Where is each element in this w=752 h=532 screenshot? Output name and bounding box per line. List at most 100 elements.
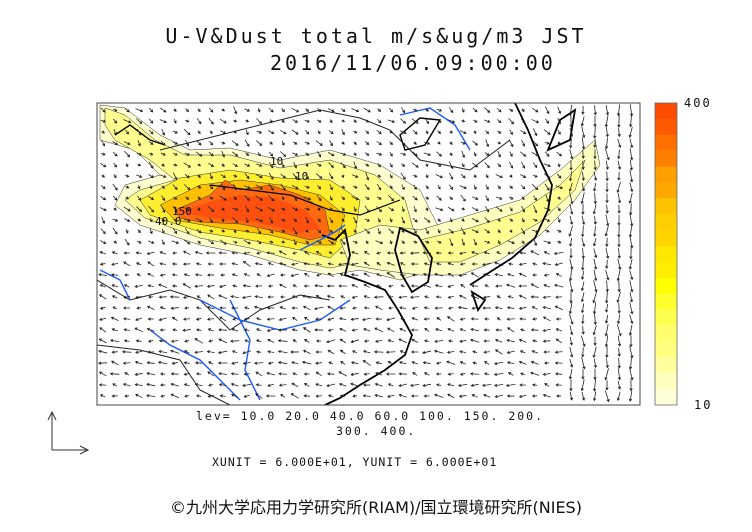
wind-arrow bbox=[374, 393, 383, 398]
wind-arrow bbox=[411, 361, 418, 365]
wind-arrow bbox=[449, 238, 454, 247]
wind-arrow bbox=[389, 151, 393, 157]
wind-arrow bbox=[219, 394, 226, 398]
wind-arrow bbox=[617, 193, 622, 204]
wind-arrow bbox=[327, 317, 335, 321]
wind-arrow bbox=[422, 361, 431, 365]
wind-arrow bbox=[593, 171, 598, 181]
wind-arrow bbox=[244, 173, 250, 180]
wind-arrow bbox=[147, 317, 154, 321]
wind-arrow bbox=[506, 338, 515, 343]
wind-arrow bbox=[447, 273, 454, 277]
wind-arrow bbox=[147, 339, 154, 343]
wind-arrow bbox=[521, 205, 526, 213]
wind-arrow bbox=[292, 227, 298, 236]
wind-arrow bbox=[592, 346, 597, 359]
wind-arrow bbox=[399, 273, 406, 277]
wind-arrow bbox=[340, 108, 346, 112]
wind-arrow bbox=[555, 328, 562, 332]
wind-arrow bbox=[303, 383, 310, 387]
wind-arrow bbox=[158, 339, 167, 343]
wind-arrow bbox=[532, 218, 538, 222]
wind-arrow bbox=[569, 237, 573, 247]
wind-arrow bbox=[509, 229, 513, 233]
wind-arrow bbox=[329, 140, 333, 147]
wind-arrow bbox=[434, 306, 443, 310]
wind-arrow bbox=[508, 196, 514, 200]
wind-arrow bbox=[629, 346, 634, 359]
wind-arrow bbox=[543, 163, 551, 168]
wind-arrow bbox=[232, 240, 238, 244]
colorbar-min-label: 10 bbox=[694, 398, 713, 412]
wind-arrow bbox=[279, 129, 287, 135]
wind-arrow bbox=[136, 262, 142, 266]
wind-arrow bbox=[205, 251, 216, 255]
wind-arrow bbox=[471, 251, 479, 255]
wind-arrow bbox=[316, 229, 322, 234]
wind-arrow bbox=[231, 140, 239, 146]
wind-arrow bbox=[195, 262, 202, 266]
wind-arrow bbox=[494, 338, 503, 343]
wind-arrow bbox=[401, 206, 405, 213]
wind-arrow bbox=[137, 229, 141, 234]
wind-arrow bbox=[580, 281, 585, 292]
wind-arrow bbox=[206, 350, 215, 354]
wind-arrow bbox=[135, 350, 143, 354]
wind-arrow bbox=[182, 295, 191, 299]
wind-arrow bbox=[125, 185, 130, 189]
wind-arrow bbox=[328, 361, 334, 365]
wind-arrow bbox=[389, 173, 393, 179]
wind-arrow bbox=[470, 317, 479, 321]
wind-arrow bbox=[581, 160, 585, 171]
wind-arrow bbox=[616, 104, 621, 117]
wind-arrow bbox=[98, 273, 108, 277]
wind-arrow bbox=[135, 317, 143, 321]
wind-arrow bbox=[243, 273, 250, 277]
wind-arrow bbox=[269, 151, 274, 157]
wind-arrow bbox=[111, 394, 118, 398]
wind-arrow bbox=[422, 383, 432, 388]
wind-arrow bbox=[161, 163, 165, 167]
wind-arrow bbox=[581, 171, 585, 181]
wind-arrow bbox=[364, 218, 370, 222]
contour-levels: lev= 10.0 20.0 40.0 60.0 100. 150. 200. bbox=[196, 409, 545, 423]
wind-arrow bbox=[243, 185, 251, 190]
wind-arrow bbox=[617, 127, 621, 138]
wind-arrow bbox=[197, 163, 202, 167]
wind-arrow bbox=[350, 339, 359, 344]
wind-arrow bbox=[170, 382, 179, 387]
wind-arrow bbox=[389, 240, 393, 245]
wind-arrow bbox=[470, 294, 479, 300]
wind-arrow bbox=[545, 194, 550, 203]
wind-arrow bbox=[425, 185, 429, 190]
wind-arrow bbox=[554, 305, 563, 311]
wind-arrow bbox=[208, 361, 214, 365]
wind-arrow bbox=[100, 195, 107, 201]
wind-arrow bbox=[255, 195, 263, 201]
wind-arrow bbox=[461, 238, 466, 246]
wind-arrow bbox=[509, 206, 513, 212]
wind-arrow bbox=[542, 328, 551, 333]
wind-arrow bbox=[161, 218, 165, 223]
wind-arrow bbox=[268, 284, 274, 288]
wind-arrow bbox=[328, 173, 334, 180]
wind-arrow bbox=[580, 292, 585, 303]
wind-arrow bbox=[469, 372, 480, 376]
wind-arrow bbox=[157, 360, 168, 365]
wind-arrow bbox=[399, 262, 406, 266]
wind-arrow bbox=[629, 357, 633, 370]
wind-arrow bbox=[111, 350, 118, 354]
wind-arrow bbox=[111, 360, 119, 366]
wind-arrow bbox=[125, 129, 129, 135]
wind-arrow bbox=[362, 360, 371, 366]
wind-arrow bbox=[507, 273, 515, 277]
wind-arrow bbox=[313, 306, 324, 311]
wind-arrow bbox=[543, 129, 551, 135]
wind-arrow bbox=[243, 317, 250, 321]
wind-arrow bbox=[232, 163, 238, 167]
wind-arrow bbox=[581, 182, 586, 192]
wind-arrow bbox=[350, 317, 359, 321]
wind-arrow bbox=[172, 328, 178, 332]
wind-arrow bbox=[388, 306, 394, 310]
wind-arrow bbox=[568, 369, 573, 380]
